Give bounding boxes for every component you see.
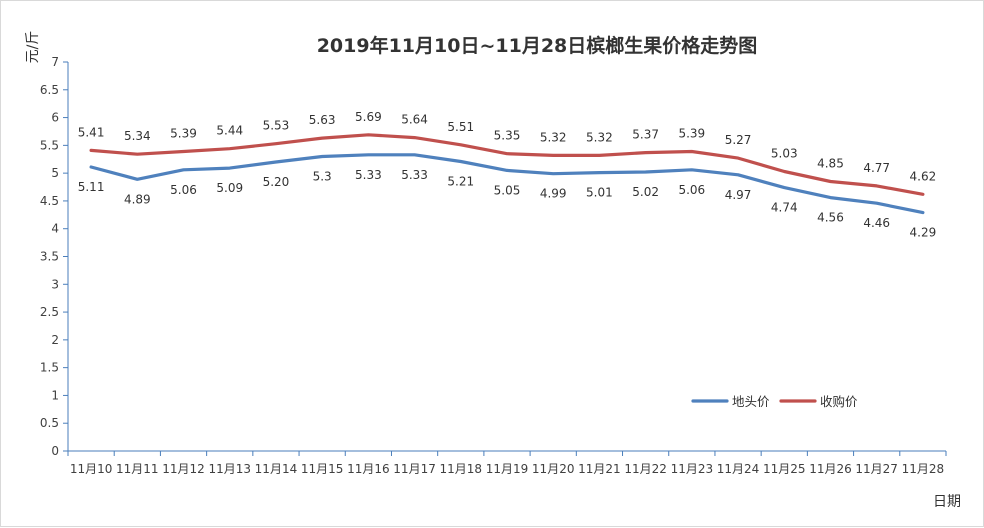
data-label: 5.35 <box>494 129 521 143</box>
legend-label: 收购价 <box>820 394 858 409</box>
data-label: 5.21 <box>447 174 474 188</box>
data-label: 5.3 <box>313 169 332 183</box>
x-tick-label: 11月22 <box>624 462 667 476</box>
data-label: 4.46 <box>863 216 890 230</box>
data-label: 5.06 <box>678 183 705 197</box>
data-label: 5.33 <box>355 168 382 182</box>
x-tick-label: 11月13 <box>208 462 251 476</box>
y-tick-label: 0 <box>51 444 59 458</box>
data-label: 5.51 <box>447 120 474 134</box>
x-tick-label: 11月27 <box>855 462 898 476</box>
data-label: 5.34 <box>124 129 151 143</box>
x-axis-title: 日期 <box>933 494 961 510</box>
x-tick-label: 11月11 <box>116 462 159 476</box>
data-label: 4.89 <box>124 192 151 206</box>
y-tick-label: 0.5 <box>40 416 59 430</box>
data-label: 4.77 <box>863 161 890 175</box>
y-axis-title: 元/斤 <box>25 31 41 64</box>
data-label: 5.11 <box>78 180 105 194</box>
legend: 地头价 收购价 <box>691 394 858 409</box>
y-tick-label: 5.5 <box>40 138 59 152</box>
x-tick-label: 11月23 <box>671 462 714 476</box>
data-label: 4.29 <box>910 226 937 240</box>
data-label: 5.39 <box>678 126 705 140</box>
data-label: 5.32 <box>540 130 567 144</box>
data-label: 5.33 <box>401 168 428 182</box>
data-label: 4.56 <box>817 211 844 225</box>
data-label: 5.63 <box>309 113 336 127</box>
data-label: 5.06 <box>170 183 197 197</box>
data-label: 5.53 <box>263 119 290 133</box>
data-label: 5.37 <box>632 128 659 142</box>
x-tick-label: 11月12 <box>162 462 205 476</box>
data-label: 5.05 <box>494 183 521 197</box>
data-label: 4.62 <box>910 169 937 183</box>
x-tick-label: 11月26 <box>809 462 852 476</box>
data-label: 4.85 <box>817 156 844 170</box>
data-label: 5.09 <box>216 181 243 195</box>
y-tick-label: 5 <box>51 166 59 180</box>
y-tick-label: 7 <box>51 55 59 69</box>
y-tick-label: 2 <box>51 333 59 347</box>
data-label: 5.44 <box>216 124 243 138</box>
y-tick-label: 1 <box>51 388 59 402</box>
series-line-ditou <box>89 153 925 215</box>
y-tick-label: 3 <box>51 277 59 291</box>
x-tick-label: 11月19 <box>486 462 529 476</box>
data-label: 4.74 <box>771 201 798 215</box>
data-label: 5.27 <box>725 133 752 147</box>
y-tick-label: 6 <box>51 111 59 125</box>
legend-label: 地头价 <box>732 394 770 409</box>
x-tick-label: 11月10 <box>70 462 113 476</box>
y-tick-label: 1.5 <box>40 361 59 375</box>
data-label: 5.20 <box>263 175 290 189</box>
y-tick-label: 4 <box>51 222 59 236</box>
x-tick-label: 11月15 <box>301 462 344 476</box>
data-labels: 5.11 4.89 5.06 5.09 5.20 5.3 5.33 5.33 5.21 5.05 4… <box>78 110 937 240</box>
y-tick-label: 6.5 <box>40 83 59 97</box>
data-label: 5.39 <box>170 126 197 140</box>
data-label: 5.41 <box>78 125 105 139</box>
x-tick-label: 11月18 <box>440 462 483 476</box>
y-tick-label: 4.5 <box>40 194 59 208</box>
data-label: 4.99 <box>540 187 567 201</box>
data-label: 5.69 <box>355 110 382 124</box>
y-tick-label: 2.5 <box>40 305 59 319</box>
x-tick-label: 11月21 <box>578 462 621 476</box>
chart-title: 2019年11月10日~11月28日槟榔生果价格走势图 <box>317 34 758 57</box>
series-line-shougou <box>89 133 925 196</box>
data-label: 5.02 <box>632 185 659 199</box>
x-tick-label: 11月24 <box>717 462 760 476</box>
series-lines <box>89 133 925 215</box>
data-label: 5.03 <box>771 146 798 160</box>
x-tick-label: 11月20 <box>532 462 575 476</box>
x-tick-label: 11月28 <box>902 462 945 476</box>
data-label: 5.01 <box>586 186 613 200</box>
x-tick-label: 11月14 <box>255 462 298 476</box>
x-tick-label: 11月17 <box>393 462 436 476</box>
x-tick-label: 11月25 <box>763 462 806 476</box>
x-tick-label: 11月16 <box>347 462 390 476</box>
data-label: 4.97 <box>725 188 752 202</box>
data-label: 5.32 <box>586 130 613 144</box>
data-label: 5.64 <box>401 113 428 127</box>
y-tick-label: 3.5 <box>40 250 59 264</box>
